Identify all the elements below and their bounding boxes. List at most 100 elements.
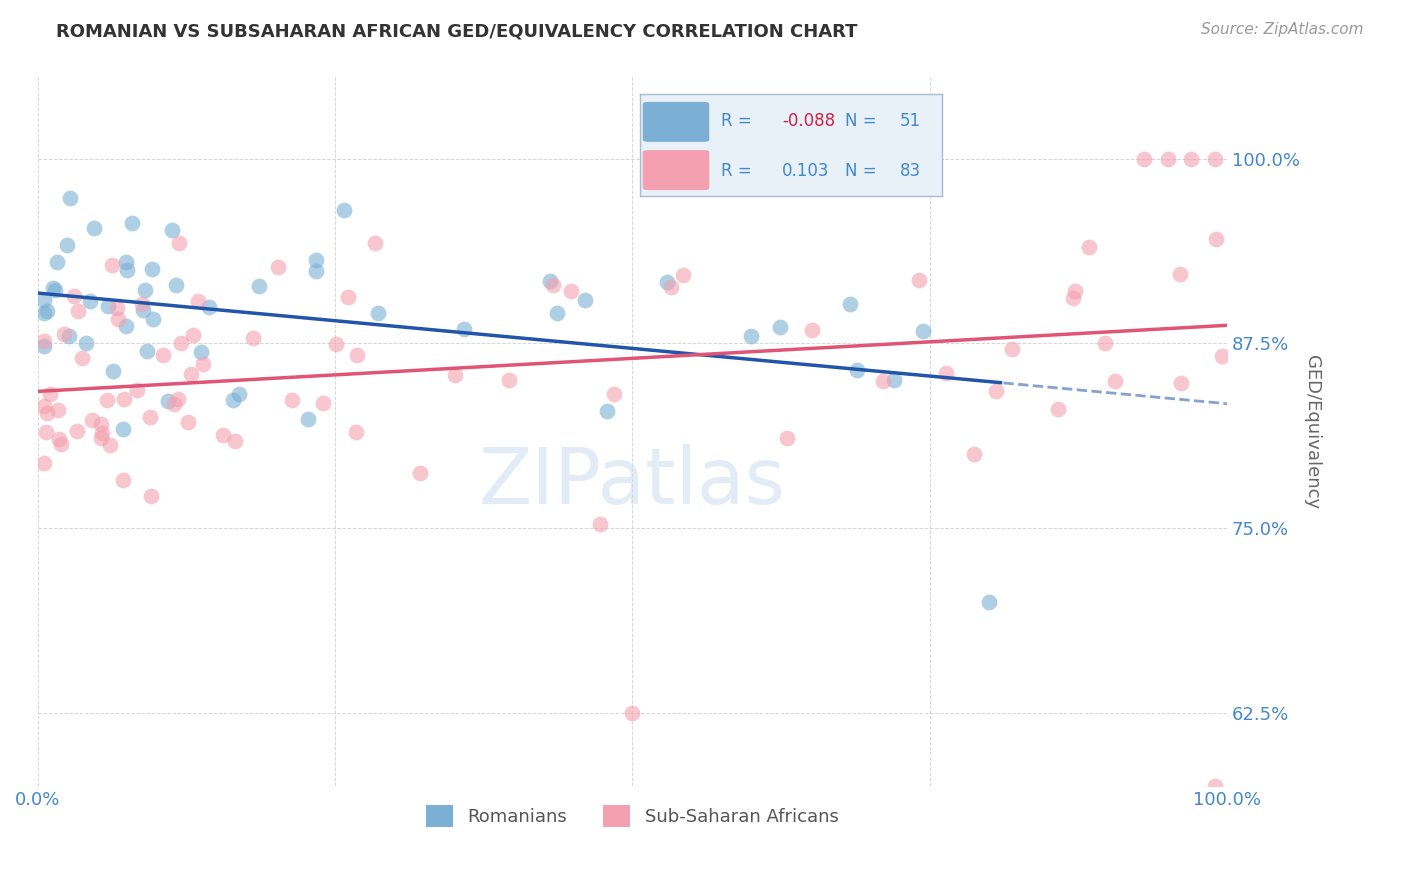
Point <box>846 362 869 376</box>
Point <box>63 289 86 303</box>
Point <box>740 329 762 343</box>
Point <box>574 293 596 307</box>
Point <box>101 364 124 378</box>
Point <box>1132 152 1154 166</box>
Point <box>191 357 214 371</box>
Point <box>56 238 79 252</box>
Point <box>48 432 70 446</box>
Point <box>187 294 209 309</box>
Point <box>45 255 67 269</box>
Point <box>96 393 118 408</box>
Point <box>281 392 304 407</box>
Point <box>1168 268 1191 282</box>
Point <box>228 387 250 401</box>
Point <box>115 318 138 333</box>
Point <box>1094 336 1116 351</box>
Point <box>312 395 335 409</box>
Point <box>1062 291 1084 305</box>
Text: Source: ZipAtlas.com: Source: ZipAtlas.com <box>1201 22 1364 37</box>
Point <box>907 273 929 287</box>
Point <box>49 437 72 451</box>
Point <box>325 336 347 351</box>
Point <box>304 252 326 267</box>
Point <box>661 280 683 294</box>
Point <box>32 456 55 470</box>
Point <box>247 279 270 293</box>
Point <box>90 417 112 431</box>
Text: 0.103: 0.103 <box>782 161 830 179</box>
Point <box>408 466 430 480</box>
Point <box>32 293 55 307</box>
Point <box>32 339 55 353</box>
Point <box>979 595 1001 609</box>
Point <box>169 336 191 351</box>
Point <box>190 345 212 359</box>
Point <box>115 263 138 277</box>
Point <box>163 397 186 411</box>
Point <box>79 293 101 308</box>
Point <box>115 255 138 269</box>
Point <box>112 392 135 406</box>
Point <box>198 300 221 314</box>
Point <box>242 331 264 345</box>
Point <box>156 393 179 408</box>
Point <box>801 323 824 337</box>
Point <box>1104 374 1126 388</box>
Point <box>127 383 149 397</box>
Point <box>34 425 56 440</box>
Point <box>32 306 55 320</box>
FancyBboxPatch shape <box>643 150 709 190</box>
Point <box>167 235 190 250</box>
Point <box>59 191 82 205</box>
Point <box>498 373 520 387</box>
Point <box>672 268 695 282</box>
Point <box>139 409 162 424</box>
Point <box>346 348 368 362</box>
Point <box>121 216 143 230</box>
Point <box>221 392 243 407</box>
Point <box>132 303 155 318</box>
Point <box>83 220 105 235</box>
Text: R =: R = <box>721 161 758 179</box>
Point <box>367 306 389 320</box>
Point <box>1077 240 1099 254</box>
Point <box>134 283 156 297</box>
Point <box>1047 402 1070 417</box>
Point <box>776 431 799 445</box>
Point <box>98 437 121 451</box>
Point <box>112 421 135 435</box>
Point <box>546 306 568 320</box>
Point <box>46 402 69 417</box>
Point <box>141 262 163 277</box>
Point <box>167 392 190 406</box>
Point <box>152 348 174 362</box>
Text: -0.088: -0.088 <box>782 112 835 130</box>
Text: N =: N = <box>845 161 882 179</box>
Point <box>66 424 89 438</box>
Point <box>107 311 129 326</box>
Point <box>935 366 957 380</box>
Point <box>112 474 135 488</box>
Point <box>38 387 60 401</box>
Point <box>839 297 862 311</box>
Point <box>58 328 80 343</box>
Point <box>986 384 1008 399</box>
Point <box>165 278 187 293</box>
Point <box>80 413 103 427</box>
Point <box>42 280 65 294</box>
Point <box>1211 350 1233 364</box>
Text: ROMANIAN VS SUBSAHARAN AFRICAN GED/EQUIVALENCY CORRELATION CHART: ROMANIAN VS SUBSAHARAN AFRICAN GED/EQUIV… <box>56 22 858 40</box>
Point <box>912 325 935 339</box>
Point <box>35 406 58 420</box>
Text: N =: N = <box>845 112 882 130</box>
Point <box>603 387 626 401</box>
Point <box>32 399 55 413</box>
Point <box>75 336 97 351</box>
Point <box>560 284 582 298</box>
Point <box>1063 285 1085 299</box>
Text: 51: 51 <box>900 112 921 130</box>
Point <box>337 289 360 303</box>
Point <box>1170 376 1192 391</box>
Point <box>90 431 112 445</box>
Point <box>1204 780 1226 794</box>
